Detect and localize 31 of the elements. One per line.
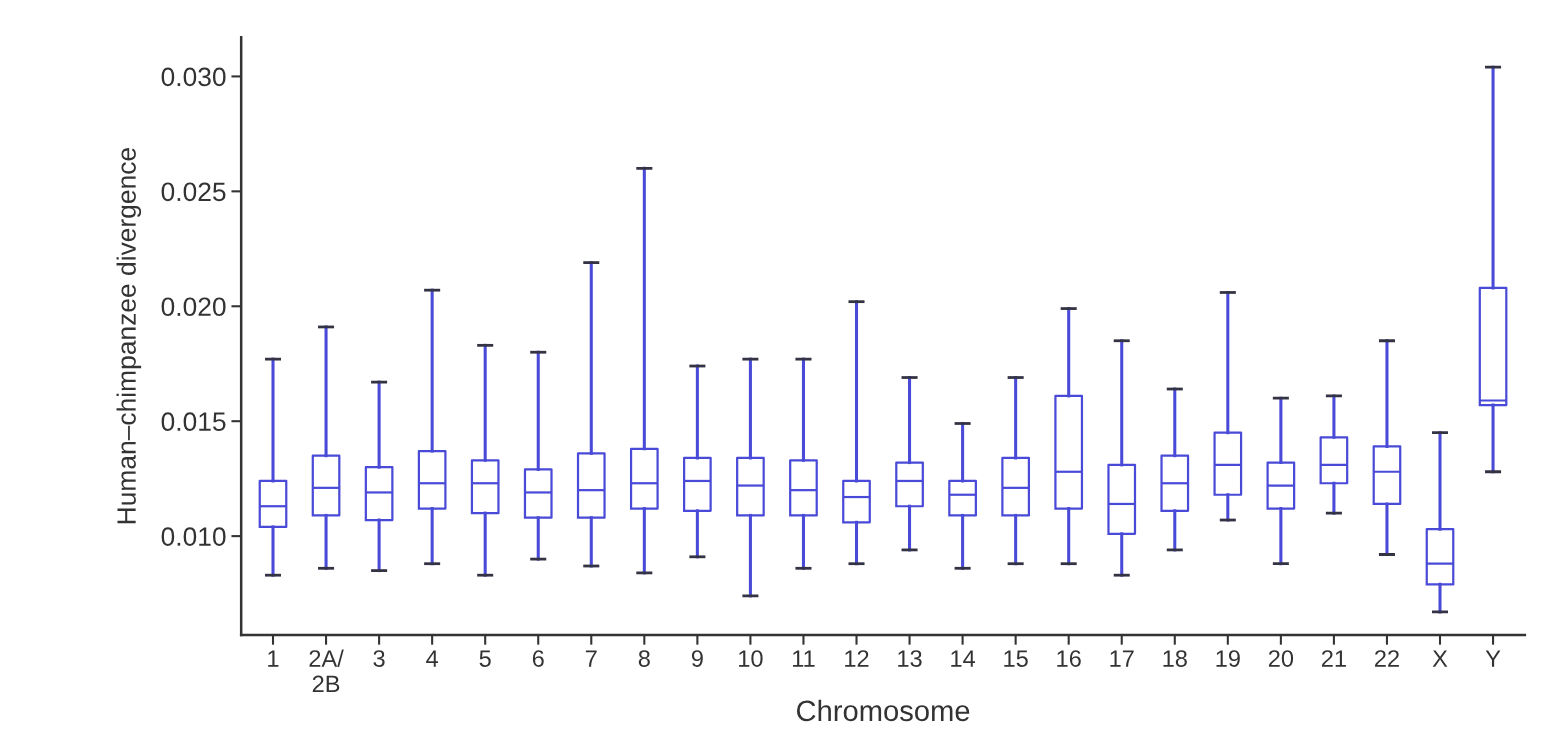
x-tick-label: 8 bbox=[638, 650, 650, 667]
x-tick-label: Y bbox=[1485, 650, 1501, 667]
x-tick-label: 19 bbox=[1216, 650, 1240, 667]
x-tick-label: 13 bbox=[898, 650, 922, 667]
y-tick-label: 0.025 bbox=[161, 182, 226, 202]
x-tick-label: 11 bbox=[793, 650, 815, 667]
x-tick-label: 5 bbox=[479, 650, 491, 667]
x-tick-label: 6 bbox=[532, 650, 544, 667]
y-tick-label: 0.030 bbox=[161, 67, 226, 87]
x-tick-label: 2A/ 2B bbox=[309, 649, 344, 693]
x-tick-label: 7 bbox=[585, 650, 597, 667]
y-tick-label: 0.010 bbox=[161, 527, 226, 546]
x-axis-title: Chromosome bbox=[796, 699, 970, 722]
y-tick-label: 0.015 bbox=[161, 412, 226, 432]
x-tick-label: 16 bbox=[1057, 650, 1081, 667]
x-tick-label: 10 bbox=[739, 650, 763, 667]
x-tick-label: 20 bbox=[1268, 650, 1294, 667]
x-tick-label: 18 bbox=[1163, 650, 1187, 667]
x-tick-label: 15 bbox=[1004, 650, 1028, 667]
x-tick-label: 17 bbox=[1110, 650, 1134, 667]
x-tick-label: 22 bbox=[1375, 650, 1399, 667]
x-tick-label: 3 bbox=[373, 650, 385, 667]
x-tick-label: 1 bbox=[268, 650, 279, 667]
x-tick-label: X bbox=[1432, 650, 1448, 667]
y-tick-label: 0.020 bbox=[161, 297, 226, 317]
x-tick-label: 4 bbox=[426, 650, 439, 667]
x-tick-label: 9 bbox=[691, 650, 703, 667]
y-axis-title: Human–chimpanzee divergence bbox=[116, 148, 142, 524]
x-tick-label: 12 bbox=[845, 650, 869, 667]
x-tick-label: 21 bbox=[1321, 650, 1346, 667]
x-tick-label: 14 bbox=[951, 650, 976, 667]
